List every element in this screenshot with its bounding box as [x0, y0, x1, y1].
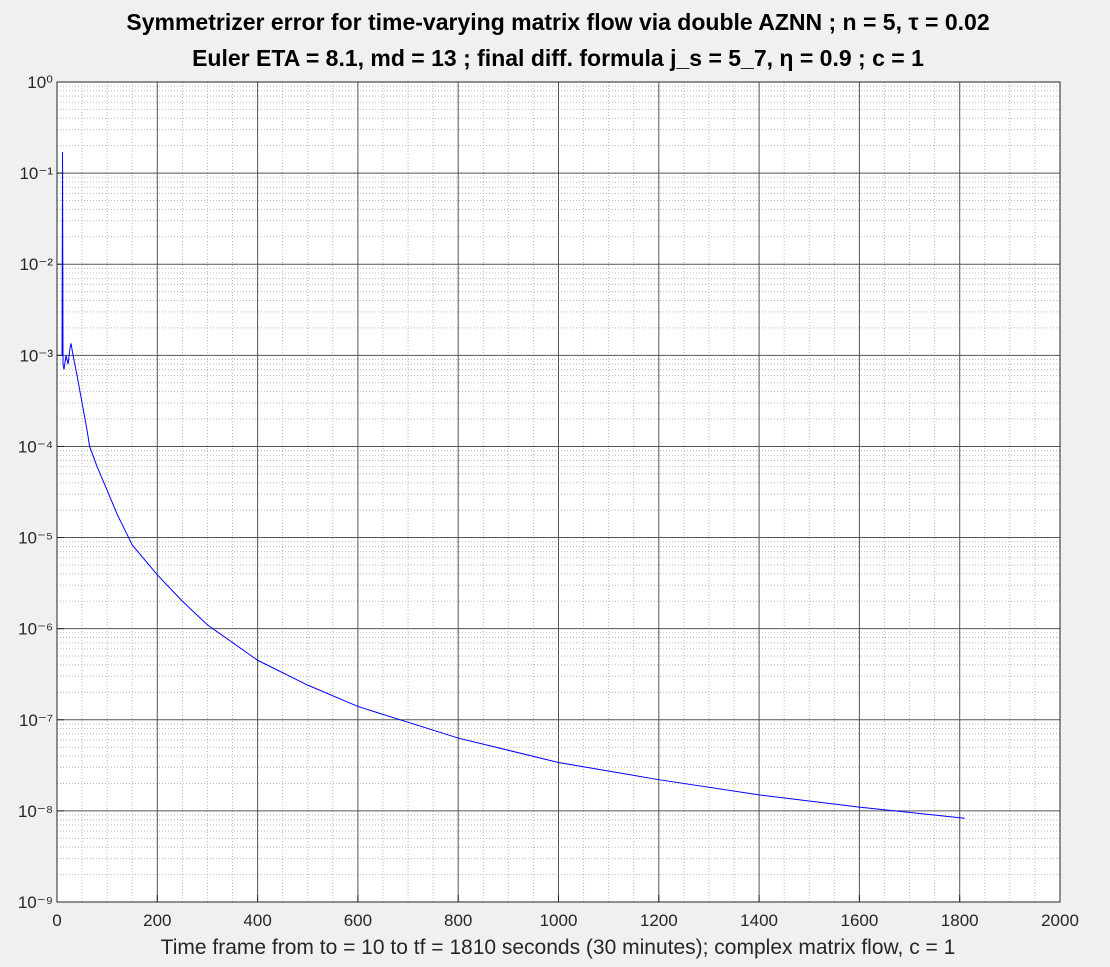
- y-tick-label: 10⁻⁹: [18, 893, 53, 912]
- x-tick-label: 1200: [640, 911, 678, 930]
- y-tick-label: 10⁻⁸: [18, 802, 53, 821]
- y-tick-label: 10⁰: [27, 73, 53, 92]
- y-tick-label: 10⁻⁶: [18, 620, 53, 639]
- x-tick-label: 400: [243, 911, 271, 930]
- x-tick-label: 1800: [941, 911, 979, 930]
- chart-title: Symmetrizer error for time-varying matri…: [126, 9, 989, 35]
- x-axis-label: Time frame from to = 10 to tf = 1810 sec…: [161, 936, 956, 959]
- x-tick-label: 600: [344, 911, 372, 930]
- y-tick-label: 10⁻²: [19, 255, 53, 274]
- y-tick-label: 10⁻⁷: [19, 711, 53, 730]
- x-tick-label: 1000: [540, 911, 578, 930]
- data-line: [61, 152, 965, 819]
- y-tick-label: 10⁻¹: [19, 164, 53, 183]
- x-tick-label: 1400: [740, 911, 778, 930]
- x-tick-label: 1600: [840, 911, 878, 930]
- x-tick-label: 800: [444, 911, 472, 930]
- x-tick-label: 2000: [1041, 911, 1079, 930]
- y-tick-label: 10⁻³: [19, 346, 53, 365]
- x-tick-label: 200: [143, 911, 171, 930]
- axes-box: [56, 81, 1061, 903]
- y-tick-label: 10⁻⁴: [18, 437, 53, 456]
- y-tick-label: 10⁻⁵: [18, 529, 53, 548]
- chart-title: Euler ETA = 8.1, md = 13 ; final diff. f…: [192, 45, 924, 71]
- x-tick-label: 0: [52, 911, 61, 930]
